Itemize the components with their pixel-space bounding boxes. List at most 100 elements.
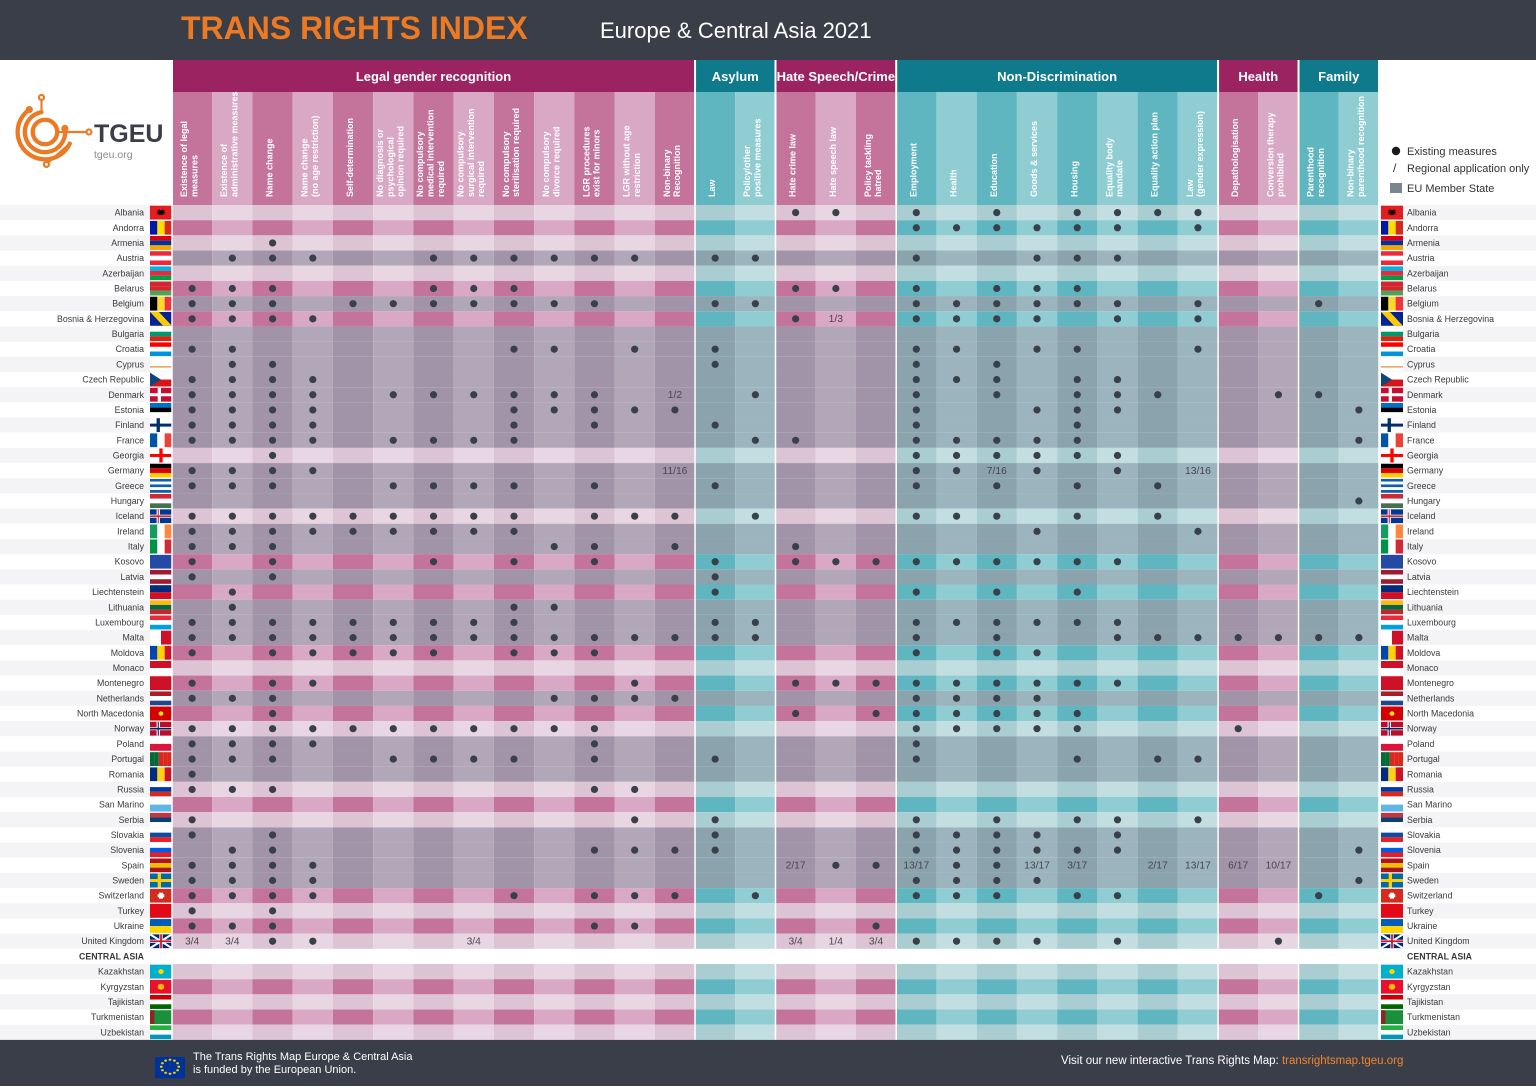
svg-text:Existence of legal: Existence of legal: [179, 121, 189, 197]
svg-text:Belgium: Belgium: [1407, 299, 1439, 309]
svg-text:Slovenia: Slovenia: [1407, 845, 1441, 855]
svg-text:Albania: Albania: [1407, 208, 1436, 218]
svg-text:Malta: Malta: [122, 633, 144, 643]
svg-text:Luxembourg: Luxembourg: [95, 617, 144, 627]
svg-text:Switzerland: Switzerland: [1407, 891, 1453, 901]
svg-text:Kazakhstan: Kazakhstan: [1407, 967, 1453, 977]
svg-text:Turkey: Turkey: [117, 906, 144, 916]
svg-text:3/4: 3/4: [788, 936, 803, 947]
svg-text:Equality body: Equality body: [1104, 138, 1114, 197]
svg-text:Romania: Romania: [1407, 769, 1442, 779]
svg-text:Monaco: Monaco: [1407, 663, 1438, 673]
svg-text:Iceland: Iceland: [1407, 511, 1435, 521]
svg-text:Greece: Greece: [1407, 481, 1436, 491]
svg-text:Austria: Austria: [1407, 253, 1434, 263]
svg-text:medical intervention: medical intervention: [426, 109, 436, 197]
svg-text:Parenthood: Parenthood: [1306, 147, 1316, 197]
svg-text:Slovakia: Slovakia: [1407, 830, 1440, 840]
svg-text:Luxembourg: Luxembourg: [1407, 617, 1456, 627]
svg-text:Greece: Greece: [115, 481, 144, 491]
svg-text:13/17: 13/17: [1024, 861, 1050, 872]
svg-text:Kazakhstan: Kazakhstan: [98, 967, 144, 977]
svg-text:EU Member State: EU Member State: [1407, 183, 1494, 195]
svg-text:No compulsory: No compulsory: [501, 131, 511, 197]
svg-text:Netherlands: Netherlands: [1407, 693, 1455, 703]
svg-text:Tajikistan: Tajikistan: [108, 997, 144, 1007]
svg-text:Conversion therapy: Conversion therapy: [1265, 112, 1275, 197]
svg-text:Housing: Housing: [1069, 161, 1079, 197]
svg-text:Austria: Austria: [117, 253, 144, 263]
svg-text:positive measures: positive measures: [753, 118, 763, 197]
svg-text:Employment: Employment: [908, 143, 918, 197]
svg-text:Iceland: Iceland: [116, 511, 144, 521]
svg-text:Uzbekistan: Uzbekistan: [100, 1027, 144, 1037]
svg-text:Non-Discrimination: Non-Discrimination: [997, 69, 1117, 84]
svg-text:sterilisation required: sterilisation required: [511, 108, 521, 197]
svg-text:restriction: restriction: [632, 153, 642, 197]
svg-text:Health: Health: [1238, 69, 1278, 84]
svg-text:Tajikistan: Tajikistan: [1407, 997, 1443, 1007]
svg-text:North Macedonia: North Macedonia: [77, 709, 144, 719]
svg-text:Bosnia & Herzegovina: Bosnia & Herzegovina: [1407, 314, 1494, 324]
svg-text:Russia: Russia: [1407, 784, 1434, 794]
svg-text:Spain: Spain: [1407, 860, 1430, 870]
svg-text:Russia: Russia: [117, 784, 144, 794]
svg-text:Self-determination: Self-determination: [345, 118, 355, 197]
svg-text:Georgia: Georgia: [1407, 450, 1438, 460]
svg-text:administrative measures: administrative measures: [230, 91, 240, 197]
svg-text:Hate speech law: Hate speech law: [828, 126, 838, 197]
svg-text:Spain: Spain: [122, 860, 145, 870]
svg-text:United Kingdom: United Kingdom: [1407, 936, 1470, 946]
svg-text:North Macedonia: North Macedonia: [1407, 709, 1474, 719]
svg-text:exist for minors: exist for minors: [592, 129, 602, 197]
svg-text:Switzerland: Switzerland: [99, 891, 145, 901]
svg-text:LGR procedures: LGR procedures: [581, 126, 591, 197]
svg-text:Malta: Malta: [1407, 633, 1429, 643]
svg-text:Czech Republic: Czech Republic: [1407, 375, 1469, 385]
svg-text:Turkmenistan: Turkmenistan: [1407, 1012, 1460, 1022]
svg-text:Latvia: Latvia: [1407, 572, 1431, 582]
svg-text:Estonia: Estonia: [1407, 405, 1436, 415]
svg-text:Hungary: Hungary: [1407, 496, 1441, 506]
svg-text:Moldova: Moldova: [1407, 648, 1440, 658]
svg-text:Europe & Central Asia 2021: Europe & Central Asia 2021: [600, 18, 872, 43]
svg-text:3/4: 3/4: [185, 936, 200, 947]
svg-text:No compulsory: No compulsory: [415, 131, 425, 197]
svg-text:7/16: 7/16: [987, 466, 1007, 477]
svg-text:prohibited: prohibited: [1276, 153, 1286, 197]
svg-text:Kosovo: Kosovo: [115, 557, 144, 567]
svg-text:Czech Republic: Czech Republic: [82, 375, 144, 385]
svg-text:measures: measures: [189, 155, 199, 197]
svg-text:Belgium: Belgium: [112, 299, 144, 309]
svg-text:The Trans Rights Map Europe &: The Trans Rights Map Europe & Central As…: [193, 1051, 413, 1063]
svg-text:Finland: Finland: [1407, 420, 1436, 430]
svg-text:Liechtenstein: Liechtenstein: [92, 587, 144, 597]
svg-text:Equality action plan: Equality action plan: [1150, 112, 1160, 197]
svg-text:Kyrgyzstan: Kyrgyzstan: [100, 982, 144, 992]
svg-text:Andorra: Andorra: [1407, 223, 1438, 233]
svg-text:Policy tackling: Policy tackling: [863, 134, 873, 197]
svg-text:Portugal: Portugal: [1407, 754, 1440, 764]
svg-text:parenthood recognition: parenthood recognition: [1356, 96, 1366, 197]
svg-text:1/3: 1/3: [829, 314, 844, 325]
svg-text:Recognition: Recognition: [672, 145, 682, 197]
svg-text:Hungary: Hungary: [111, 496, 145, 506]
svg-text:Finland: Finland: [115, 420, 144, 430]
svg-text:Cyprus: Cyprus: [1407, 359, 1435, 369]
svg-text:3/4: 3/4: [225, 936, 240, 947]
svg-text:Netherlands: Netherlands: [97, 693, 145, 703]
svg-text:Lithuania: Lithuania: [108, 602, 144, 612]
svg-text:No compulsory: No compulsory: [455, 131, 465, 197]
svg-text:Sweden: Sweden: [112, 876, 144, 886]
svg-text:3/4: 3/4: [869, 936, 884, 947]
svg-text:Turkey: Turkey: [1407, 906, 1434, 916]
svg-text:Azerbaijan: Azerbaijan: [102, 268, 144, 278]
svg-text:No diagnosis or: No diagnosis or: [375, 128, 385, 197]
svg-text:Turkmenistan: Turkmenistan: [91, 1012, 144, 1022]
svg-text:Cyprus: Cyprus: [116, 359, 144, 369]
svg-text:3/4: 3/4: [467, 936, 482, 947]
svg-text:Goods & services: Goods & services: [1029, 121, 1039, 197]
svg-text:required: required: [476, 161, 486, 197]
svg-text:Bulgaria: Bulgaria: [112, 329, 144, 339]
svg-text:Croatia: Croatia: [1407, 344, 1435, 354]
